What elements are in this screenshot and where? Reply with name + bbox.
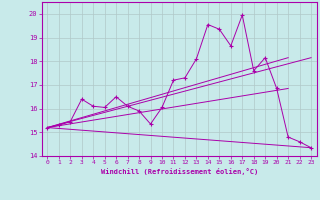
X-axis label: Windchill (Refroidissement éolien,°C): Windchill (Refroidissement éolien,°C) [100, 168, 258, 175]
